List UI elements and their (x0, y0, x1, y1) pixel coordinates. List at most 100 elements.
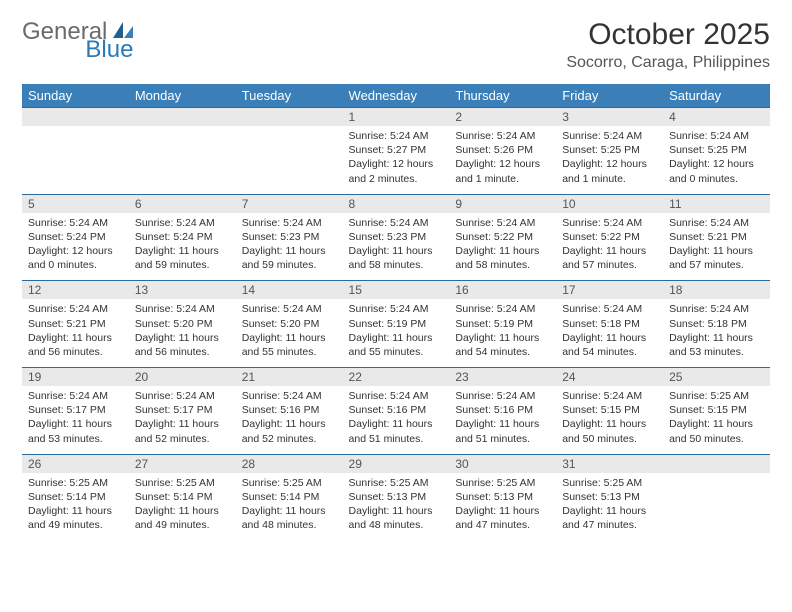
day-details: Sunrise: 5:25 AMSunset: 5:15 PMDaylight:… (663, 386, 770, 454)
sunrise-line: Sunrise: 5:25 AM (242, 476, 337, 490)
sunrise-line: Sunrise: 5:24 AM (349, 216, 444, 230)
day-details: Sunrise: 5:24 AMSunset: 5:21 PMDaylight:… (663, 213, 770, 281)
day-number: 1 (343, 108, 450, 126)
calendar-day-cell: 18Sunrise: 5:24 AMSunset: 5:18 PMDayligh… (663, 281, 770, 368)
day-details: Sunrise: 5:24 AMSunset: 5:17 PMDaylight:… (129, 386, 236, 454)
day-number: 11 (663, 195, 770, 213)
day-header: Monday (129, 84, 236, 108)
day-details: Sunrise: 5:25 AMSunset: 5:13 PMDaylight:… (556, 473, 663, 541)
daylight-line: Daylight: 11 hours and 51 minutes. (349, 417, 444, 445)
sunset-line: Sunset: 5:13 PM (455, 490, 550, 504)
calendar-day-cell: 10 Sunrise: 5:24 AMSunset: 5:22 PMDayligh… (556, 194, 663, 281)
day-number (236, 108, 343, 126)
day-number: 6 (129, 195, 236, 213)
day-details: Sunrise: 5:24 AMSunset: 5:16 PMDaylight:… (449, 386, 556, 454)
daylight-line: Daylight: 11 hours and 47 minutes. (455, 504, 550, 532)
day-details: Sunrise: 5:24 AMSunset: 5:20 PMDaylight:… (129, 299, 236, 367)
sunset-line: Sunset: 5:26 PM (455, 143, 550, 157)
day-number: 21 (236, 368, 343, 386)
daylight-line: Daylight: 12 hours and 0 minutes. (669, 157, 764, 185)
day-header: Sunday (22, 84, 129, 108)
day-number (663, 455, 770, 473)
day-details: Sunrise: 5:24 AMSunset: 5:23 PMDaylight:… (343, 213, 450, 281)
sunset-line: Sunset: 5:13 PM (562, 490, 657, 504)
sunrise-line: Sunrise: 5:25 AM (455, 476, 550, 490)
sunset-line: Sunset: 5:14 PM (242, 490, 337, 504)
daylight-line: Daylight: 11 hours and 56 minutes. (135, 331, 230, 359)
sunset-line: Sunset: 5:25 PM (669, 143, 764, 157)
day-details: Sunrise: 5:25 AMSunset: 5:14 PMDaylight:… (236, 473, 343, 541)
day-number: 3 (556, 108, 663, 126)
day-header: Thursday (449, 84, 556, 108)
calendar-day-cell: 31Sunrise: 5:25 AMSunset: 5:13 PMDayligh… (556, 454, 663, 540)
calendar-day-cell: 8Sunrise: 5:24 AMSunset: 5:23 PMDaylight… (343, 194, 450, 281)
calendar-week-row: 19Sunrise: 5:24 AMSunset: 5:17 PMDayligh… (22, 368, 770, 455)
day-details: Sunrise: 5:24 AMSunset: 5:17 PMDaylight:… (22, 386, 129, 454)
sunset-line: Sunset: 5:19 PM (349, 317, 444, 331)
calendar-day-cell: 23Sunrise: 5:24 AMSunset: 5:16 PMDayligh… (449, 368, 556, 455)
sunrise-line: Sunrise: 5:24 AM (242, 216, 337, 230)
logo-text-blue: Blue (85, 36, 133, 64)
daylight-line: Daylight: 11 hours and 48 minutes. (349, 504, 444, 532)
sunrise-line: Sunrise: 5:25 AM (562, 476, 657, 490)
sunset-line: Sunset: 5:15 PM (562, 403, 657, 417)
day-details: Sunrise: 5:24 AMSunset: 5:16 PMDaylight:… (236, 386, 343, 454)
day-details (663, 473, 770, 531)
calendar-day-cell: 1Sunrise: 5:24 AMSunset: 5:27 PMDaylight… (343, 108, 450, 195)
calendar-day-cell: 16Sunrise: 5:24 AMSunset: 5:19 PMDayligh… (449, 281, 556, 368)
daylight-line: Daylight: 11 hours and 50 minutes. (562, 417, 657, 445)
day-details (236, 126, 343, 184)
sunrise-line: Sunrise: 5:24 AM (242, 389, 337, 403)
sunset-line: Sunset: 5:16 PM (242, 403, 337, 417)
sunrise-line: Sunrise: 5:25 AM (349, 476, 444, 490)
calendar-day-cell: 3Sunrise: 5:24 AMSunset: 5:25 PMDaylight… (556, 108, 663, 195)
daylight-line: Daylight: 11 hours and 54 minutes. (455, 331, 550, 359)
daylight-line: Daylight: 11 hours and 47 minutes. (562, 504, 657, 532)
day-header-row: Sunday Monday Tuesday Wednesday Thursday… (22, 84, 770, 108)
calendar-day-cell: 17Sunrise: 5:24 AMSunset: 5:18 PMDayligh… (556, 281, 663, 368)
daylight-line: Daylight: 11 hours and 51 minutes. (455, 417, 550, 445)
day-number: 4 (663, 108, 770, 126)
day-number: 9 (449, 195, 556, 213)
sunrise-line: Sunrise: 5:25 AM (669, 389, 764, 403)
sunrise-line: Sunrise: 5:24 AM (562, 389, 657, 403)
sunrise-line: Sunrise: 5:24 AM (455, 302, 550, 316)
calendar-table: Sunday Monday Tuesday Wednesday Thursday… (22, 84, 770, 540)
day-number: 24 (556, 368, 663, 386)
day-number: 26 (22, 455, 129, 473)
sunrise-line: Sunrise: 5:24 AM (28, 389, 123, 403)
calendar-day-cell: 24Sunrise: 5:24 AMSunset: 5:15 PMDayligh… (556, 368, 663, 455)
location-subtitle: Socorro, Caraga, Philippines (566, 54, 770, 72)
sunset-line: Sunset: 5:23 PM (242, 230, 337, 244)
calendar-week-row: 12Sunrise: 5:24 AMSunset: 5:21 PMDayligh… (22, 281, 770, 368)
sunrise-line: Sunrise: 5:24 AM (28, 302, 123, 316)
day-number: 16 (449, 281, 556, 299)
daylight-line: Daylight: 11 hours and 53 minutes. (669, 331, 764, 359)
day-number: 10 (556, 195, 663, 213)
day-number: 18 (663, 281, 770, 299)
sunset-line: Sunset: 5:24 PM (135, 230, 230, 244)
day-number: 22 (343, 368, 450, 386)
calendar-day-cell: 22Sunrise: 5:24 AMSunset: 5:16 PMDayligh… (343, 368, 450, 455)
daylight-line: Daylight: 11 hours and 57 minutes. (562, 244, 657, 272)
day-number: 29 (343, 455, 450, 473)
calendar-day-cell: 6Sunrise: 5:24 AMSunset: 5:24 PMDaylight… (129, 194, 236, 281)
sunrise-line: Sunrise: 5:24 AM (562, 129, 657, 143)
day-details: Sunrise: 5:24 AMSunset: 5:24 PMDaylight:… (22, 213, 129, 281)
calendar-day-cell (663, 454, 770, 540)
sunrise-line: Sunrise: 5:24 AM (562, 216, 657, 230)
daylight-line: Daylight: 11 hours and 55 minutes. (242, 331, 337, 359)
day-details: Sunrise: 5:24 AMSunset: 5:27 PMDaylight:… (343, 126, 450, 194)
daylight-line: Daylight: 11 hours and 55 minutes. (349, 331, 444, 359)
day-number: 5 (22, 195, 129, 213)
sunset-line: Sunset: 5:27 PM (349, 143, 444, 157)
day-details: Sunrise: 5:24 AMSunset: 5:15 PMDaylight:… (556, 386, 663, 454)
day-number (22, 108, 129, 126)
daylight-line: Daylight: 11 hours and 48 minutes. (242, 504, 337, 532)
day-number: 17 (556, 281, 663, 299)
sunset-line: Sunset: 5:22 PM (562, 230, 657, 244)
day-header: Friday (556, 84, 663, 108)
sunset-line: Sunset: 5:14 PM (28, 490, 123, 504)
daylight-line: Daylight: 12 hours and 2 minutes. (349, 157, 444, 185)
sunset-line: Sunset: 5:20 PM (135, 317, 230, 331)
